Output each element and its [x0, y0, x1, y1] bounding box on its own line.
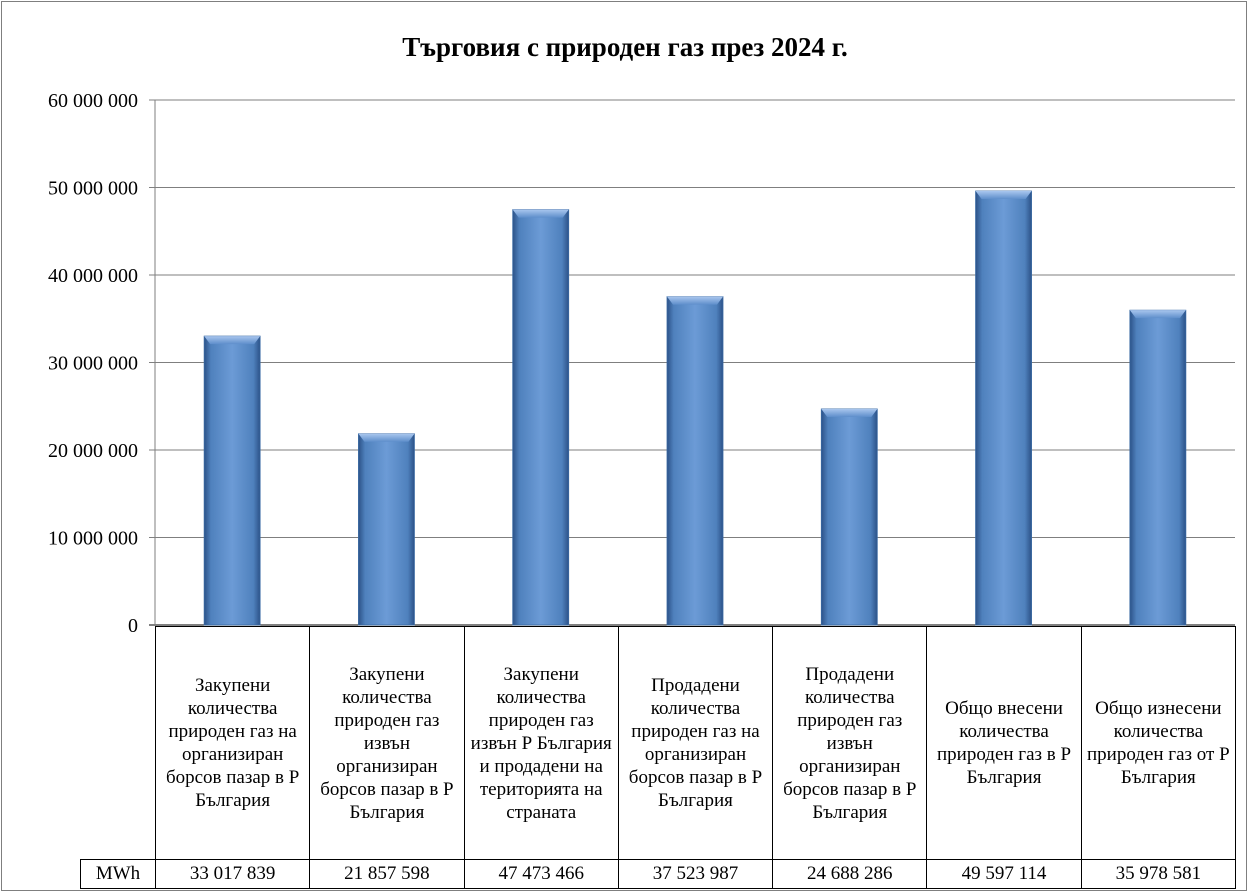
y-tick-label: 0 [128, 615, 138, 637]
bars [203, 190, 1187, 626]
category-label: Закупени количества природен газ извън о… [309, 626, 465, 860]
data-table: Закупени количества природен газ на орга… [80, 626, 1236, 889]
bar [975, 190, 1032, 626]
chart-title: Търговия с природен газ през 2024 г. [402, 32, 848, 62]
bar [512, 209, 570, 626]
bar [820, 408, 878, 626]
data-label: 49 597 114 [926, 859, 1082, 889]
y-tick-label: 10 000 000 [48, 528, 138, 550]
category-label: Общо изнесени количества природен газ от… [1080, 626, 1236, 860]
table-corner [80, 626, 156, 860]
category-row: Закупени количества природен газ на орга… [80, 626, 1236, 860]
y-axis: 0 10 000 000 20 000 000 30 000 000 40 000 00… [48, 90, 138, 637]
category-label: Закупени количества природен газ извън Р… [463, 626, 619, 860]
category-label: Продадени количества природен газ на орг… [617, 626, 774, 860]
bar [358, 433, 415, 626]
bar [1129, 309, 1187, 626]
bar [666, 296, 724, 626]
y-tick-label: 50 000 000 [48, 178, 138, 200]
category-label: Закупени количества природен газ на орга… [154, 626, 311, 860]
grid-lines [149, 99, 1235, 626]
unit-label: MWh [80, 859, 156, 889]
data-label: 37 523 987 [617, 859, 774, 889]
data-label: 24 688 286 [772, 859, 928, 889]
data-label: 47 473 466 [463, 859, 619, 889]
value-row: MWh 33 017 839 21 857 598 47 473 466 37 523 … [80, 859, 1236, 889]
y-tick-label: 30 000 000 [48, 353, 138, 375]
data-label: 21 857 598 [309, 859, 465, 889]
y-tick-label: 60 000 000 [48, 90, 138, 112]
category-label: Продадени количества природен газ извън … [772, 626, 928, 860]
data-label: 33 017 839 [154, 859, 311, 889]
data-label: 35 978 581 [1080, 859, 1236, 889]
y-tick-label: 20 000 000 [48, 440, 138, 462]
category-label: Общо внесени количества природен газ в Р… [926, 626, 1082, 860]
y-tick-label: 40 000 000 [48, 265, 138, 287]
bar [203, 335, 261, 626]
